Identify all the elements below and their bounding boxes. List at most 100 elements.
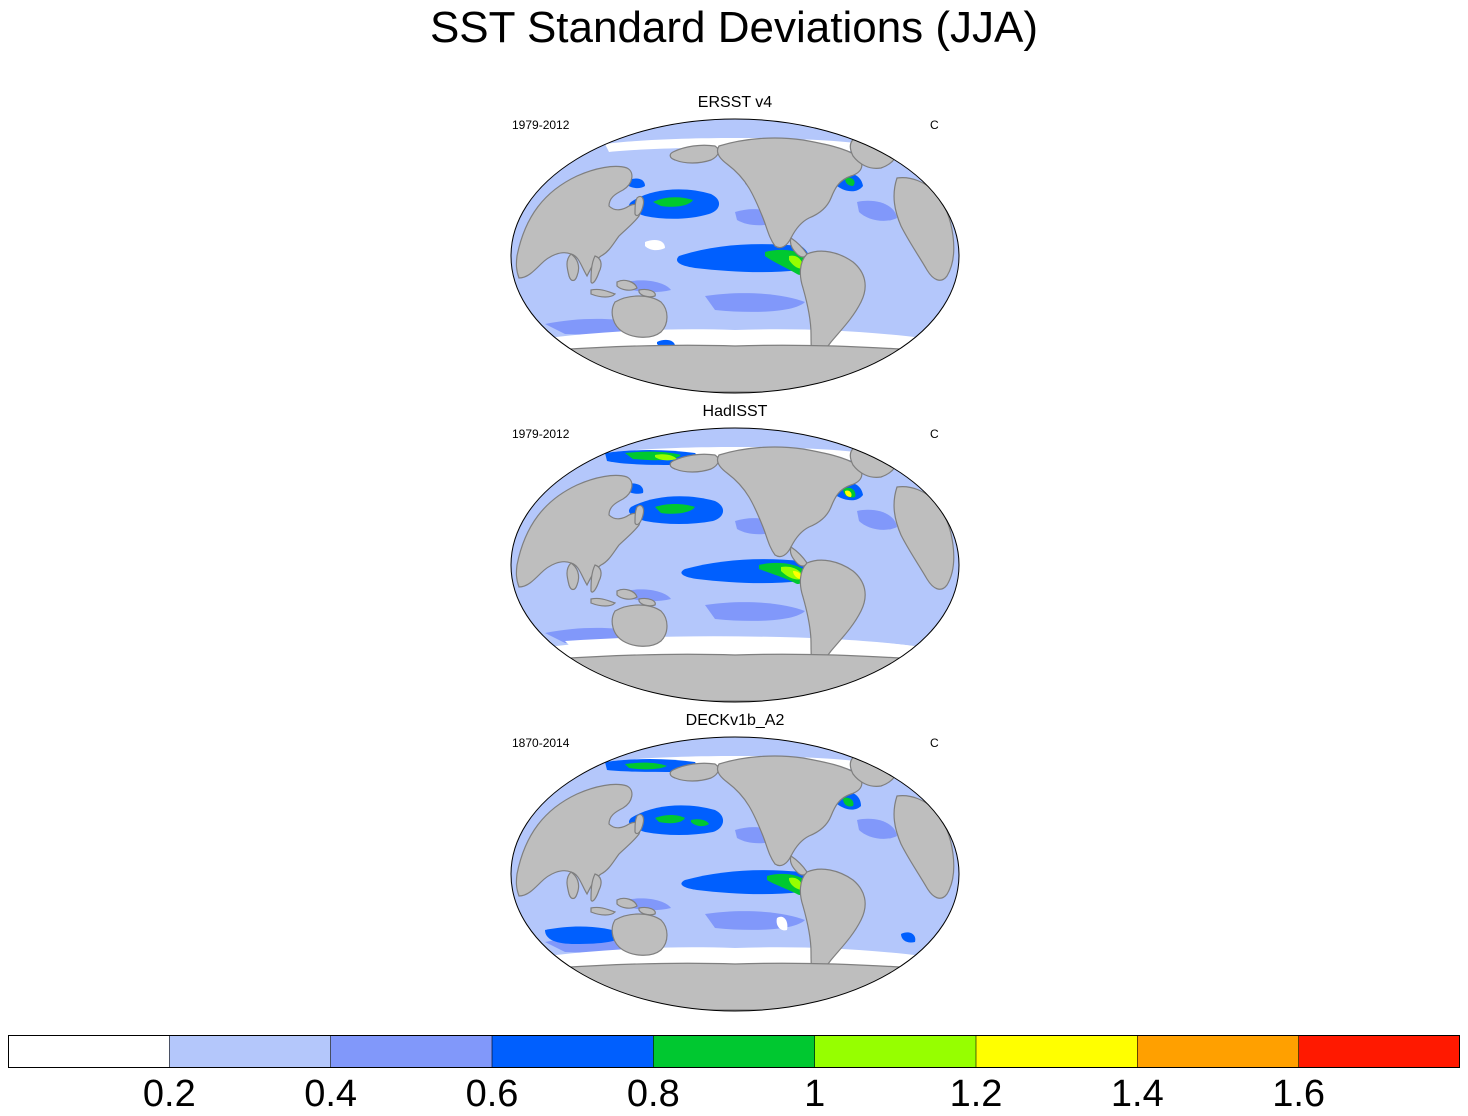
land-mass: [554, 962, 916, 1011]
colorbar-frame: [8, 1035, 1460, 1068]
sst-contour-region: [857, 200, 897, 221]
sst-contour-region: [793, 571, 802, 579]
colorbar-tick-label: 1.4: [1110, 1073, 1164, 1115]
sst-contour-region: [625, 898, 671, 911]
sst-contour-region: [857, 509, 897, 530]
land-mass: [789, 237, 808, 258]
land-mass: [590, 597, 617, 607]
land-mass: [789, 546, 808, 567]
land-mass: [789, 855, 808, 876]
sst-contour-region: [625, 280, 671, 293]
land-mass: [616, 279, 638, 291]
map-panel-hadisst: HadISST 1979-2012 C: [505, 403, 960, 703]
land-mass: [716, 137, 863, 249]
land-mass: [515, 474, 641, 588]
sst-contour-region: [655, 815, 685, 824]
sst-contour-region: [655, 454, 677, 461]
sst-contour-region: [789, 255, 803, 269]
sst-contour-region: [691, 819, 709, 827]
panel-title: HadISST: [702, 403, 768, 420]
panel-units: C: [930, 118, 939, 132]
sst-contour-region: [645, 240, 665, 251]
land-mass: [515, 165, 641, 279]
sst-contour-region: [705, 602, 805, 621]
land-mass: [616, 897, 638, 909]
panel-period: 1979-2012: [512, 118, 570, 132]
sst-contour-region: [625, 589, 671, 602]
sst-contour-region: [901, 932, 916, 943]
land-mass: [638, 597, 656, 607]
sst-contour-region: [653, 197, 693, 207]
land-mass: [590, 873, 602, 902]
land-mass: [566, 253, 580, 282]
land-mass: [669, 762, 720, 782]
colorbar-tick-label: 0.4: [304, 1073, 358, 1115]
panel-period: 1870-2014: [512, 736, 570, 750]
colorbar-tick-label: 0.8: [626, 1073, 680, 1115]
panel-period: 1979-2012: [512, 427, 570, 441]
sst-map: [505, 415, 965, 703]
sst-contour-region: [845, 177, 855, 186]
land-mass: [638, 906, 656, 916]
colorbar-swatch: [976, 1035, 1138, 1068]
map-layer: [505, 106, 965, 393]
land-mass: [590, 906, 617, 916]
land-mass: [611, 604, 668, 647]
panel-title: ERSST v4: [697, 94, 773, 111]
panel-units: C: [930, 736, 939, 750]
sst-contour-region: [705, 293, 805, 312]
land-mass: [716, 755, 863, 867]
map-panel-deck: DECKv1b_A2 1870-2014 C: [505, 712, 960, 1012]
colorbar-swatch: [8, 1035, 170, 1068]
sst-contour-region: [545, 926, 625, 944]
land-mass: [566, 562, 580, 591]
panel-title: DECKv1b_A2: [685, 712, 785, 729]
sst-contour-region: [655, 504, 695, 514]
land-mass: [554, 344, 916, 393]
colorbar-swatch: [169, 1035, 332, 1068]
land-mass: [554, 653, 916, 702]
land-mass: [634, 195, 645, 217]
land-mass: [590, 564, 602, 593]
colorbar-swatch: [492, 1035, 654, 1068]
colorbar-tick-label: 0.2: [142, 1073, 196, 1115]
land-mass: [590, 255, 602, 284]
colorbar-swatch: [814, 1035, 977, 1068]
map-panel-ersst: ERSST v4 1979-2012 C: [505, 94, 960, 394]
map-border: [510, 736, 960, 1012]
land-mass: [634, 813, 645, 835]
land-mass: [716, 446, 863, 558]
land-mass: [616, 588, 638, 600]
colorbar-labels: 0.2 0.4 0.6 0.8 1 1.2 1.4 1.6: [0, 1072, 1468, 1116]
land-mass: [669, 144, 720, 164]
sst-contour-region: [845, 490, 852, 497]
colorbar-swatch: [653, 1035, 816, 1068]
colorbar: [8, 1035, 1460, 1068]
colorbar-swatch: [330, 1035, 493, 1068]
colorbar-tick-label: 1: [804, 1073, 826, 1115]
colorbar-tick-label: 1.6: [1272, 1073, 1326, 1115]
land-mass: [515, 783, 641, 897]
colorbar-swatch: [1298, 1035, 1460, 1068]
colorbar-tick-label: 1.2: [949, 1073, 1003, 1115]
land-mass: [566, 871, 580, 900]
sst-map: [510, 736, 960, 1012]
sst-contour-region: [843, 797, 854, 807]
colorbar-swatch: [1137, 1035, 1300, 1068]
map-layer: [505, 415, 965, 702]
colorbar-tick-label: 0.6: [465, 1073, 519, 1115]
map-top-cut: [505, 106, 965, 110]
sst-map: [505, 106, 965, 394]
map-top-cut: [505, 415, 965, 419]
land-mass: [669, 453, 720, 473]
land-mass: [638, 288, 656, 298]
chart-title: SST Standard Deviations (JJA): [429, 3, 1039, 52]
land-mass: [611, 913, 668, 956]
sst-contour-region: [789, 877, 803, 890]
panel-units: C: [930, 427, 939, 441]
land-mass: [590, 288, 617, 298]
sst-contour-region: [857, 818, 897, 839]
sst-contour-region: [776, 916, 788, 931]
sst-contour-region: [625, 762, 667, 770]
map-border: [510, 118, 960, 394]
